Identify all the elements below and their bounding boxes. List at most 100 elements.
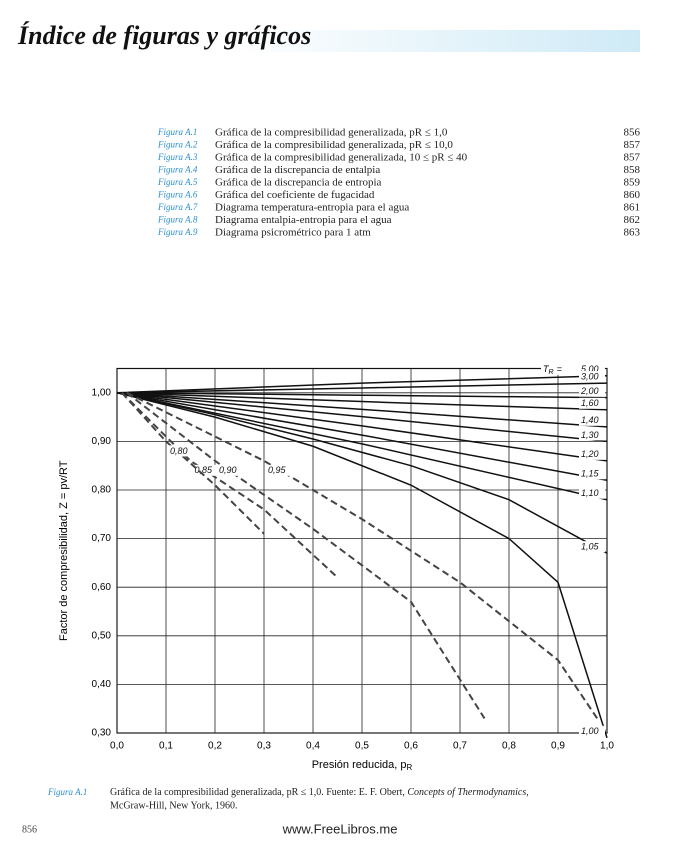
- figure-page: 860: [624, 189, 641, 201]
- isotherm-line: [116, 392, 608, 428]
- x-tick-label: 1,0: [600, 741, 614, 752]
- figure-page: 862: [624, 214, 641, 226]
- series-label: 0,90: [219, 465, 237, 475]
- caption-source-title: Concepts of Thermodynamics,: [407, 787, 528, 798]
- caption-label: Figura A.1: [47, 787, 87, 797]
- y-tick-label: 0,40: [92, 679, 112, 690]
- y-tick-label: 0,80: [92, 485, 112, 496]
- figure-page: 861: [624, 202, 641, 214]
- series-label: 1,40: [581, 415, 599, 425]
- series-label: 0,80: [170, 446, 188, 456]
- series-label: 2,00: [580, 386, 599, 396]
- figure-title: Gráfica de la discrepancia de entropia: [215, 177, 382, 189]
- label-bg: [579, 448, 605, 460]
- figure-page: 857: [624, 139, 641, 151]
- caption-rest: McGraw-Hill, New York, 1960.: [110, 800, 238, 811]
- series-label: 1,20: [581, 449, 599, 459]
- label-bg: [579, 468, 605, 480]
- x-tick-label: 0,8: [502, 741, 516, 752]
- figure-title: Gráfica del coeficiente de fugacidad: [215, 189, 375, 201]
- header-title: Índice de figuras y gráficos: [17, 21, 311, 50]
- isotherm-symbol-sub: R: [549, 369, 554, 376]
- label-bg: [579, 429, 605, 441]
- x-axis-label-main: Presión reducida, p: [312, 759, 407, 771]
- label-bg: [579, 363, 605, 375]
- isotherm-line: [116, 392, 608, 482]
- label-bg: [541, 362, 581, 375]
- figure-label: Figura A.6: [157, 190, 198, 200]
- x-tick-label: 0,0: [110, 741, 124, 752]
- x-axis-label: Presión reducida, pR: [312, 759, 413, 772]
- series-label: 1,15: [581, 469, 600, 479]
- series-label: 1,60: [581, 398, 599, 408]
- volume-line: [126, 392, 486, 719]
- x-tick-label: 0,3: [257, 741, 271, 752]
- figure-title: Gráfica de la discrepancia de entalpia: [215, 164, 380, 176]
- figure-title: Diagrama temperatura-entropia para el ag…: [215, 202, 409, 214]
- series-label: 0,85: [195, 465, 214, 475]
- isotherm-symbol-eq: =: [557, 364, 562, 374]
- figure-page: 856: [624, 127, 641, 139]
- y-tick-label: 0,90: [92, 436, 112, 447]
- series-label: 3,00: [581, 371, 599, 381]
- label-bg: [579, 725, 605, 737]
- x-tick-label: 0,9: [551, 741, 565, 752]
- figure-label: Figura A.8: [157, 215, 198, 225]
- figure-page: 858: [624, 164, 641, 176]
- figure-title: Gráfica de la compresibilidad generaliza…: [215, 127, 448, 139]
- isotherm-line: [116, 392, 608, 399]
- isotherm-symbol-main: T: [543, 364, 550, 374]
- y-axis-label: Factor de compresibilidad, Z = pv/RT: [58, 460, 70, 641]
- isotherm-line: [116, 382, 608, 394]
- figure-page: 859: [624, 177, 641, 189]
- figure-label: Figura A.9: [157, 227, 198, 237]
- series-label: 1,10: [581, 488, 599, 498]
- y-tick-label: 1,00: [92, 387, 112, 398]
- series-label: 1,00: [581, 726, 599, 736]
- isotherm-line: [116, 392, 608, 501]
- isotherm-line: [116, 392, 608, 554]
- volume-line: [121, 392, 339, 579]
- x-tick-label: 0,4: [306, 741, 320, 752]
- volume-line: [126, 391, 599, 719]
- figure-label: Figura A.7: [157, 202, 198, 212]
- x-axis-label-sub: R: [407, 763, 413, 772]
- label-bg: [579, 385, 605, 397]
- series-label: 0,95: [268, 465, 287, 475]
- header-band: [230, 30, 640, 52]
- figure-label: Figura A.2: [157, 140, 198, 150]
- label-bg: [192, 464, 219, 476]
- label-bg: [579, 414, 605, 426]
- label-bg: [168, 445, 194, 457]
- figure-title: Gráfica de la compresibilidad generaliza…: [215, 152, 468, 164]
- isotherm-line: [116, 392, 608, 411]
- x-tick-label: 0,2: [208, 741, 222, 752]
- isotherm-line: [116, 392, 608, 739]
- y-tick-label: 0,30: [92, 728, 112, 739]
- isotherm-line: [116, 392, 608, 462]
- figure-title: Diagrama entalpia-entropia para el agua: [215, 214, 392, 226]
- figure-title: Diagrama psicrométrico para 1 atm: [215, 227, 371, 239]
- footer-site: www.FreeLibros.me: [282, 821, 398, 836]
- y-tick-label: 0,60: [92, 582, 112, 593]
- label-bg: [579, 541, 605, 553]
- label-bg: [266, 464, 292, 476]
- figure-label: Figura A.5: [157, 177, 198, 187]
- caption-main: Gráfica de la compresibilidad generaliza…: [110, 787, 407, 798]
- label-bg: [579, 371, 605, 383]
- figure-label: Figura A.4: [157, 165, 198, 175]
- figure-label: Figura A.1: [157, 127, 197, 137]
- isotherm-line: [116, 392, 608, 443]
- volume-line: [121, 392, 265, 535]
- y-tick-label: 0,50: [92, 630, 112, 641]
- figure-page: 863: [624, 227, 641, 239]
- x-tick-label: 0,5: [355, 741, 369, 752]
- series-label: 5,00: [581, 364, 599, 374]
- series-label: 1,30: [581, 430, 599, 440]
- x-tick-label: 0,7: [453, 741, 467, 752]
- label-bg: [217, 464, 243, 476]
- page-number: 856: [22, 824, 37, 835]
- series-label: 1,05: [581, 542, 600, 552]
- figure-list: Figura A.1 Gráfica de la compresibilidad …: [157, 127, 641, 239]
